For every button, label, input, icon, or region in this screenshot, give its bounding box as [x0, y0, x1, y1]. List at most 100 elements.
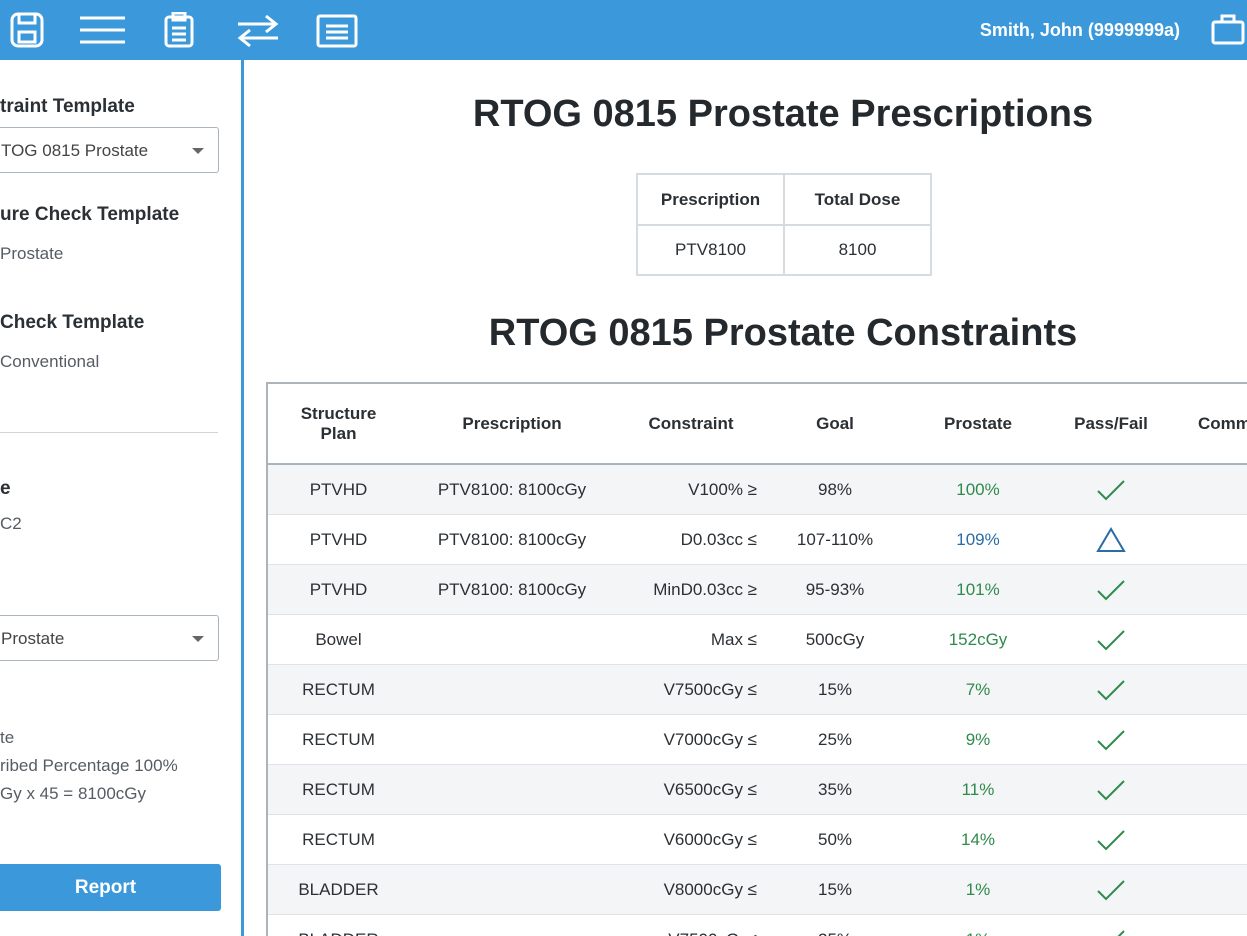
cell: PTVHD [267, 564, 409, 615]
cell: 95-93% [767, 564, 903, 615]
cell: PTVHD [267, 514, 409, 565]
label: ure Check Template [0, 204, 180, 225]
plan-select[interactable]: Prostate [0, 615, 219, 661]
cell: 98% [767, 464, 903, 515]
constraint-row: PTVHD PTV8100: 8100cGy V100% ≥98% 100% [267, 464, 1247, 515]
cell: PTVHD [267, 464, 409, 515]
header-cell: Prescription [636, 173, 785, 226]
constraint-row: BLADDER V8000cGy ≤15% 1% [267, 864, 1247, 915]
cell [409, 864, 615, 915]
list-icon[interactable] [316, 14, 358, 48]
constraint-row: RECTUM V7500cGy ≤15% 7% [267, 664, 1247, 715]
cell [409, 814, 615, 865]
cell: BLADDER [267, 914, 409, 936]
cell: 25% [767, 714, 903, 765]
status-cell [1053, 564, 1169, 615]
comment-cell [1169, 564, 1247, 615]
comment-cell [1169, 814, 1247, 865]
cell: V6500cGy ≤ [615, 764, 767, 815]
header-cell: Prescription [409, 383, 615, 465]
select-value: TOG 0815 Prostate [1, 141, 149, 160]
value: Prostate [0, 244, 64, 263]
status-cell [1053, 814, 1169, 865]
report-button[interactable]: Report [0, 864, 221, 911]
status-cell [1053, 714, 1169, 765]
pass-icon [1117, 930, 1125, 936]
cell: 35% [767, 764, 903, 815]
header-cell: Goal [767, 383, 903, 465]
header-row: Structure Plan Prescription Constraint Goal… [267, 383, 1247, 465]
swap-icon[interactable] [237, 14, 279, 48]
cell: 11% [903, 764, 1053, 815]
prescriptions-table: Prescription Total Dose PTV8100 8100 [636, 173, 932, 276]
header-cell: Constraint [615, 383, 767, 465]
status-cell [1053, 514, 1169, 565]
cell [409, 914, 615, 936]
cell: Max ≤ [615, 614, 767, 665]
comment-cell [1169, 464, 1247, 515]
cell: 15% [767, 864, 903, 915]
cell: RECTUM [267, 714, 409, 765]
prescriptions-title: RTOG 0815 Prostate Prescriptions [472, 93, 1094, 135]
header-cell: Structure Plan [267, 383, 409, 465]
cell: V7500cGy≤ [615, 914, 767, 936]
cell: 107-110% [767, 514, 903, 565]
header-cell: Comm [1169, 383, 1247, 465]
status-cell [1053, 914, 1169, 936]
comment-cell [1169, 764, 1247, 815]
cell: V6000cGy ≤ [615, 814, 767, 865]
cell: D0.03cc ≤ [615, 514, 767, 565]
label: Check Template [0, 312, 145, 333]
warning-icon [1096, 527, 1126, 552]
cell: 101% [903, 564, 1053, 615]
user-name[interactable]: Smith, John (9999999a) [979, 20, 1180, 40]
menu-icon[interactable] [80, 16, 125, 44]
briefcase-icon[interactable] [1210, 14, 1247, 46]
divider [0, 432, 218, 433]
header-cell: Total Dose [783, 173, 932, 226]
cell: 50% [767, 814, 903, 865]
cell: 1% [903, 864, 1053, 915]
cell [409, 614, 615, 665]
sidebar: traint Template TOG 0815 Prostate ure Ch… [0, 60, 244, 936]
cell [409, 714, 615, 765]
header-cell: Pass/Fail [1053, 383, 1169, 465]
template-select[interactable]: TOG 0815 Prostate [0, 127, 219, 173]
status-cell [1053, 464, 1169, 515]
label: traint Template [0, 96, 135, 117]
header-cell: Prostate [903, 383, 1053, 465]
cell: 9% [903, 714, 1053, 765]
comment-cell [1169, 714, 1247, 765]
constraints-title: RTOG 0815 Prostate Constraints [488, 312, 1078, 354]
cell: V7000cGy ≤ [615, 714, 767, 765]
comment-cell [1169, 914, 1247, 936]
cell: 500cGy [767, 614, 903, 665]
pass-icon [1097, 680, 1125, 701]
pass-icon [1097, 630, 1125, 651]
pass-icon [1097, 880, 1125, 901]
cell: 152cGy [903, 614, 1053, 665]
status-cell [1053, 864, 1169, 915]
status-cell [1053, 614, 1169, 665]
cell: RECTUM [267, 664, 409, 715]
cell: 25% [767, 914, 903, 936]
cell: RECTUM [267, 764, 409, 815]
pass-icon [1097, 580, 1125, 601]
comment-cell [1169, 614, 1247, 665]
constraint-row: PTVHD PTV8100: 8100cGy MinD0.03cc ≥95-93% 1… [267, 564, 1247, 615]
comment-cell [1169, 664, 1247, 715]
status-cell [1053, 764, 1169, 815]
cell: 1% [903, 914, 1053, 936]
cell: RECTUM [267, 814, 409, 865]
info-line: te [0, 728, 15, 747]
constraint-row: PTVHD PTV8100: 8100cGy D0.03cc ≤107-110% 10… [267, 514, 1247, 565]
cell: PTV8100: 8100cGy [409, 514, 615, 565]
clipboard-icon[interactable] [164, 12, 194, 48]
cell: PTV8100: 8100cGy [409, 564, 615, 615]
cell: V8000cGy ≤ [615, 864, 767, 915]
cell: PTV8100 [636, 224, 785, 276]
toolbar: Smith, John (9999999a) [0, 0, 1247, 60]
constraint-row: BLADDER V7500cGy≤25%1% [267, 914, 1247, 936]
pass-icon [1097, 480, 1125, 501]
